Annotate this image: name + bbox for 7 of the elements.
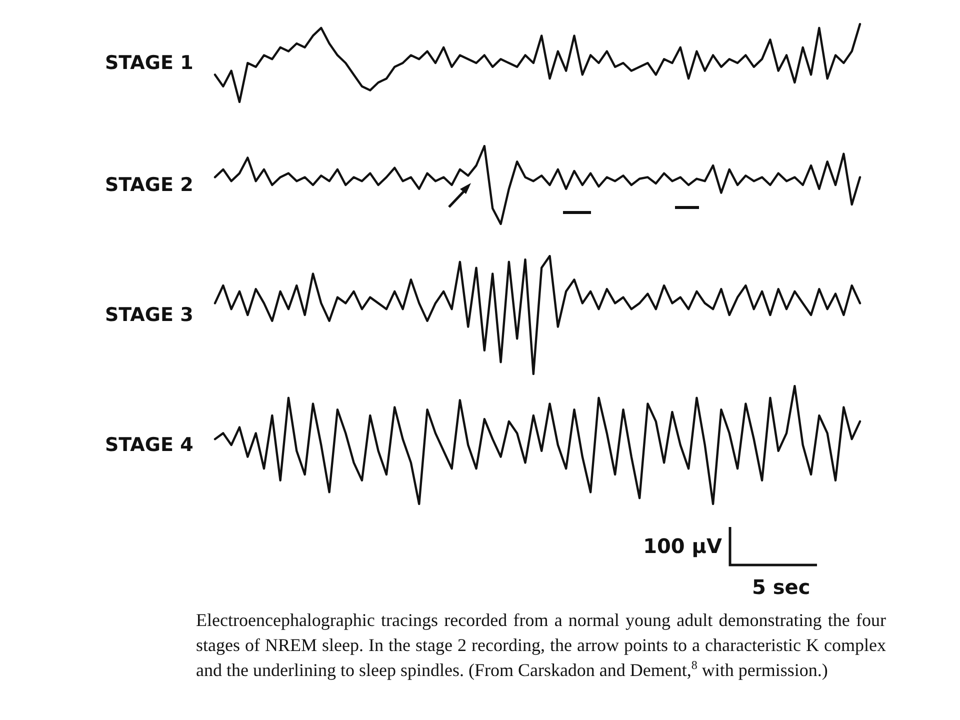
text: Electroencephalographic tracings recorded from a normal young adult demonstrating the four stages of NREM sleep. In the stage 2 recording, the arrow points to a characteristic K complex and the underlining to sleep spindles. (From Carskadon and Dement,$^{8}$ with permission.): [196, 609, 886, 682]
text: 5 sec: [752, 575, 810, 599]
series-label: STAGE 4: [105, 434, 194, 456]
series-label: STAGE 2: [105, 174, 194, 196]
series-label: STAGE 1: [105, 52, 194, 74]
series-label: STAGE 3: [105, 304, 194, 326]
text: 100 µV: [643, 534, 722, 558]
